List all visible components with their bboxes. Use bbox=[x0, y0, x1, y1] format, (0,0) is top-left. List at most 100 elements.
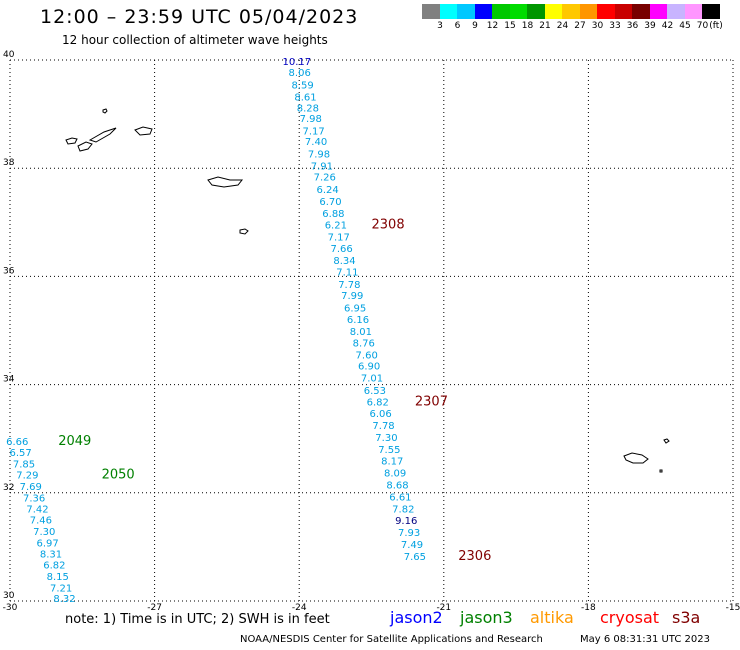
wave-height-value: 10.17 bbox=[282, 57, 311, 68]
legend-tick-label: 36 bbox=[626, 21, 639, 31]
wave-height-value: 6.90 bbox=[358, 361, 380, 372]
lat-label: 38 bbox=[3, 158, 15, 168]
legend-swatch bbox=[579, 4, 597, 19]
island-outline bbox=[239, 228, 249, 235]
wave-height-value: 6.82 bbox=[43, 561, 65, 572]
satellite-legend-cryosat: cryosat bbox=[600, 608, 660, 627]
wave-height-value: 6.61 bbox=[389, 492, 411, 503]
wave-height-value: 6.97 bbox=[36, 538, 58, 549]
wave-height-value: 8.61 bbox=[294, 93, 316, 104]
wave-height-value: 7.30 bbox=[375, 433, 397, 444]
wave-height-value: 8.17 bbox=[381, 457, 403, 468]
island-outline bbox=[623, 452, 649, 464]
wave-height-value: 7.01 bbox=[361, 373, 383, 384]
lon-label: -27 bbox=[147, 603, 162, 613]
map-subtitle: 12 hour collection of altimeter wave hei… bbox=[62, 33, 328, 47]
legend-tick-label: 39 bbox=[644, 21, 656, 31]
legend-tick-label: 12 bbox=[486, 21, 499, 31]
legend-tick-label: 45 bbox=[679, 21, 691, 31]
legend-swatch bbox=[439, 4, 457, 19]
wave-height-value: 7.55 bbox=[378, 445, 400, 456]
wave-height-value: 7.60 bbox=[356, 351, 378, 362]
legend-tick-label: 3 bbox=[437, 21, 443, 31]
legend-swatch bbox=[614, 4, 632, 19]
legend-swatch bbox=[667, 4, 685, 19]
legend-tick-label: 15 bbox=[504, 21, 516, 31]
wave-height-value: 8.32 bbox=[53, 594, 75, 605]
legend-swatch bbox=[649, 4, 667, 19]
islands bbox=[65, 108, 670, 473]
island-outline bbox=[88, 127, 117, 143]
generated-timestamp: May 6 08:31:31 UTC 2023 bbox=[580, 634, 710, 645]
pass-label: 2307 bbox=[415, 395, 448, 410]
wave-height-value: 6.21 bbox=[325, 220, 347, 231]
wave-height-value: 6.88 bbox=[322, 209, 344, 220]
pass-label: 2049 bbox=[58, 434, 91, 449]
lon-label: -21 bbox=[436, 603, 451, 613]
wave-height-value: 7.49 bbox=[401, 540, 423, 551]
footnote: note: 1) Time is in UTC; 2) SWH is in fe… bbox=[65, 612, 330, 627]
wave-height-value: 6.57 bbox=[9, 448, 31, 459]
legend-swatch bbox=[474, 4, 492, 19]
wave-height-value: 7.78 bbox=[338, 280, 360, 291]
lat-label: 30 bbox=[3, 591, 15, 601]
wave-height-value: 6.70 bbox=[319, 197, 341, 208]
map-title: 12:00 – 23:59 UTC 05/04/2023 bbox=[40, 6, 359, 28]
map-grid bbox=[9, 59, 734, 602]
wave-height-value: 8.09 bbox=[384, 469, 406, 480]
island-outline bbox=[102, 108, 108, 114]
wave-height-value: 8.06 bbox=[289, 68, 311, 79]
island-outline bbox=[207, 176, 244, 188]
wave-height-value: 7.36 bbox=[23, 493, 45, 504]
wave-height-value: 7.66 bbox=[330, 244, 352, 255]
lat-label: 34 bbox=[3, 375, 15, 385]
legend-swatch bbox=[632, 4, 650, 19]
wave-height-value: 7.99 bbox=[341, 291, 363, 302]
wave-height-value: 7.82 bbox=[392, 504, 414, 515]
legend-swatch bbox=[684, 4, 702, 19]
wave-height-value: 8.68 bbox=[386, 480, 408, 491]
legend-tick-label: 42 bbox=[661, 21, 674, 31]
wave-height-value: 7.17 bbox=[328, 233, 350, 244]
pass-label: 2050 bbox=[102, 468, 135, 483]
island-outline bbox=[663, 438, 670, 444]
legend-swatch bbox=[492, 4, 510, 19]
island-outline bbox=[134, 126, 153, 136]
wave-height-value: 9.16 bbox=[395, 516, 417, 527]
wave-height-value: 6.24 bbox=[317, 185, 339, 196]
legend-swatch bbox=[509, 4, 527, 19]
axis-labels: 40 38 36 34 32 30 -30 -27 -24 -21 -18 -15 bbox=[3, 50, 740, 613]
legend-tick-label: 33 bbox=[609, 21, 621, 31]
legend-swatch bbox=[597, 4, 615, 19]
wave-height-value: 7.42 bbox=[26, 504, 48, 515]
pass-label: 2308 bbox=[372, 217, 405, 232]
legend-swatch bbox=[422, 4, 440, 19]
legend-tick-label: 6 bbox=[454, 21, 461, 31]
satellite-tracks: 10.178.068.598.618.287.987.177.407.987.9… bbox=[6, 57, 491, 605]
credit-line: NOAA/NESDIS Center for Satellite Applica… bbox=[240, 634, 543, 645]
legend-swatch bbox=[527, 4, 545, 19]
lon-label: -15 bbox=[726, 603, 740, 613]
legend-tick-label: 18 bbox=[521, 21, 534, 31]
wave-height-value: 8.31 bbox=[40, 550, 62, 561]
wave-height-value: 7.26 bbox=[314, 173, 336, 184]
wave-height-value: 7.11 bbox=[336, 267, 358, 278]
legend-swatch bbox=[544, 4, 562, 19]
satellite-legend-jason3: jason3 bbox=[460, 608, 513, 627]
legend-tick-label: 70 bbox=[696, 21, 709, 31]
legend-tick-label: 24 bbox=[556, 21, 569, 31]
wave-height-value: 6.95 bbox=[344, 304, 366, 315]
island-outline bbox=[77, 141, 93, 152]
pass-label: 2306 bbox=[458, 549, 491, 564]
legend-swatch bbox=[702, 4, 720, 19]
wave-height-value: 7.46 bbox=[30, 516, 52, 527]
satellite-legend-jason2: jason2 bbox=[390, 608, 443, 627]
legend-unit: (ft) bbox=[709, 21, 723, 31]
wave-height-value: 7.65 bbox=[404, 552, 426, 563]
wave-height-value: 7.69 bbox=[20, 482, 42, 493]
wave-height-value: 8.34 bbox=[333, 256, 355, 267]
wave-height-value: 8.76 bbox=[353, 339, 375, 350]
wave-height-value: 7.98 bbox=[300, 114, 322, 125]
wave-height-value: 7.40 bbox=[305, 137, 327, 148]
